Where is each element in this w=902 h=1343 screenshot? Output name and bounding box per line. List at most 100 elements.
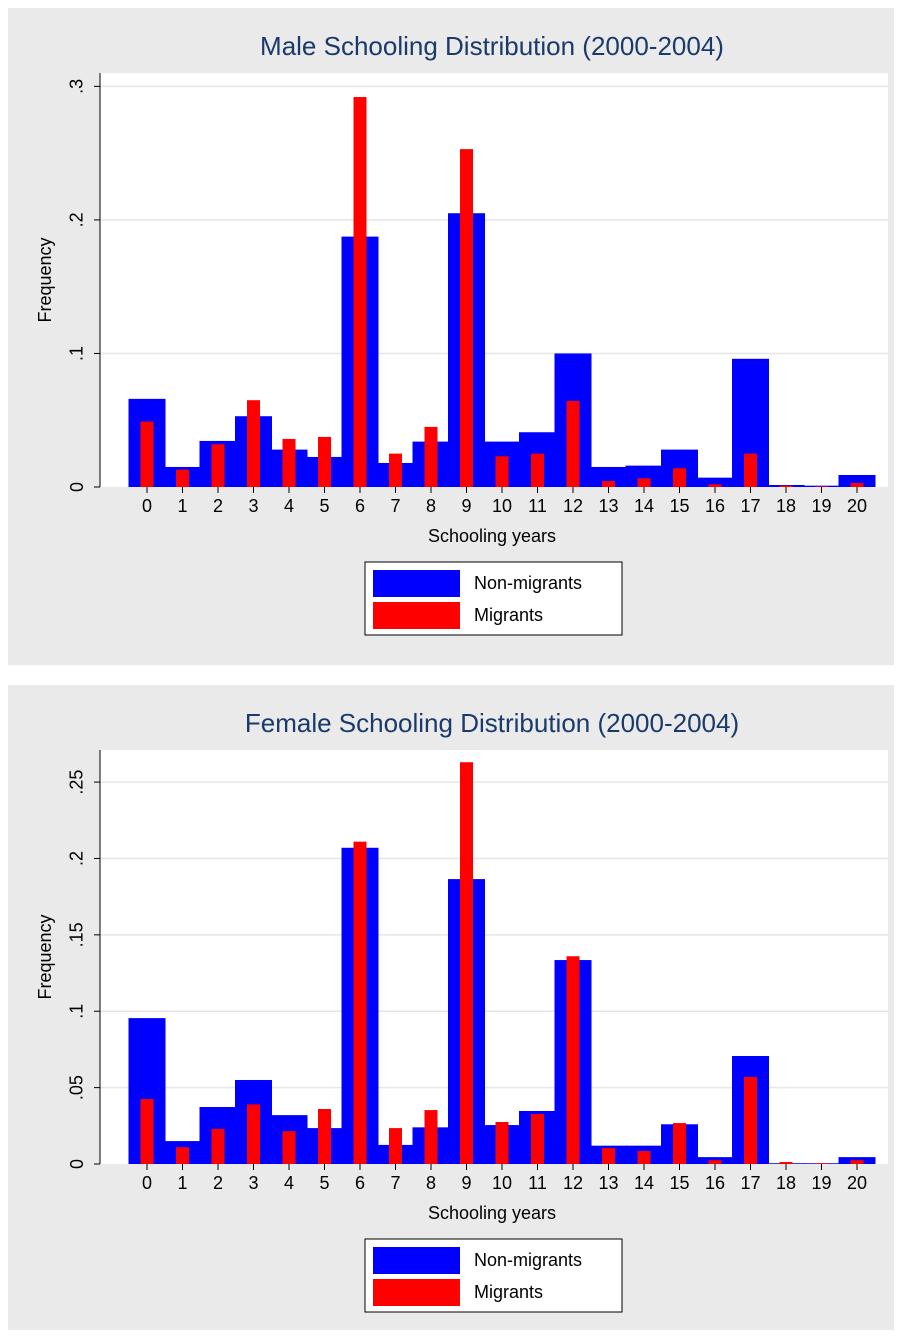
- x-tick-label: 8: [426, 496, 436, 516]
- x-tick-label: 17: [740, 1173, 760, 1193]
- legend-label: Non-migrants: [474, 1250, 582, 1270]
- chart-title: Female Schooling Distribution (2000-2004…: [245, 708, 739, 738]
- bar: [211, 1128, 225, 1164]
- x-tick-label: 0: [142, 496, 152, 516]
- bar: [815, 486, 828, 487]
- bar: [318, 436, 331, 487]
- bar: [708, 1160, 722, 1164]
- bar: [673, 468, 686, 487]
- y-tick-label: .1: [67, 1004, 87, 1019]
- x-tick-label: 11: [528, 496, 547, 516]
- bar: [424, 426, 438, 487]
- bar: [211, 444, 225, 487]
- y-axis-title: Frequency: [35, 237, 55, 322]
- x-tick-label: 18: [776, 496, 796, 516]
- bar: [353, 97, 367, 488]
- plot-area: [100, 750, 888, 1164]
- x-tick-label: 17: [740, 496, 760, 516]
- bar: [389, 1128, 402, 1164]
- x-tick-label: 9: [461, 1173, 471, 1193]
- bar: [176, 469, 189, 487]
- x-tick-label: 15: [669, 496, 689, 516]
- x-axis-title: Schooling years: [428, 526, 556, 546]
- bar: [389, 453, 402, 487]
- bar: [637, 478, 651, 487]
- bar: [850, 1160, 864, 1164]
- x-tick-label: 14: [634, 1173, 654, 1193]
- bar: [708, 484, 722, 487]
- legend-swatch: [373, 1247, 460, 1274]
- x-tick-label: 19: [811, 1173, 831, 1193]
- x-tick-label: 19: [811, 496, 831, 516]
- y-tick-label: .15: [67, 922, 87, 947]
- x-tick-label: 0: [142, 1173, 152, 1193]
- bar: [779, 485, 793, 487]
- x-tick-label: 1: [177, 496, 187, 516]
- bar: [460, 149, 473, 488]
- x-tick-label: 12: [563, 496, 583, 516]
- bar: [602, 480, 615, 487]
- bar: [637, 1151, 651, 1164]
- bar: [779, 1162, 793, 1164]
- y-tick-label: 0: [67, 482, 87, 492]
- y-tick-label: .25: [67, 770, 87, 795]
- plot-area: [100, 73, 888, 487]
- y-tick-label: .1: [67, 346, 87, 361]
- x-tick-label: 6: [355, 1173, 365, 1193]
- bar: [495, 456, 509, 487]
- x-tick-label: 13: [598, 496, 618, 516]
- y-axis-title: Frequency: [35, 914, 55, 999]
- bar: [566, 956, 580, 1164]
- x-tick-label: 8: [426, 1173, 436, 1193]
- x-tick-label: 12: [563, 1173, 583, 1193]
- bar: [566, 400, 580, 487]
- bar: [495, 1121, 509, 1164]
- x-tick-label: 20: [847, 496, 867, 516]
- y-tick-label: .2: [67, 212, 87, 227]
- x-tick-label: 2: [213, 496, 223, 516]
- bar: [625, 465, 663, 487]
- bar: [282, 438, 296, 487]
- bar: [744, 453, 757, 487]
- x-tick-label: 20: [847, 1173, 867, 1193]
- bar: [140, 1099, 154, 1164]
- bar: [673, 1123, 686, 1164]
- bar: [815, 1163, 828, 1164]
- x-tick-label: 5: [319, 496, 329, 516]
- x-tick-label: 5: [319, 1173, 329, 1193]
- chart-title: Male Schooling Distribution (2000-2004): [260, 31, 724, 61]
- bar: [424, 1110, 438, 1164]
- y-tick-label: .2: [67, 851, 87, 866]
- legend-label: Non-migrants: [474, 573, 582, 593]
- bar: [744, 1076, 757, 1164]
- x-tick-label: 4: [284, 496, 294, 516]
- y-tick-label: .3: [67, 79, 87, 94]
- bar: [353, 841, 367, 1164]
- x-axis-title: Schooling years: [428, 1203, 556, 1223]
- legend-swatch: [373, 602, 460, 629]
- legend-swatch: [373, 570, 460, 597]
- x-tick-label: 16: [705, 496, 725, 516]
- bar: [282, 1131, 296, 1164]
- x-tick-label: 2: [213, 1173, 223, 1193]
- bar: [247, 1104, 260, 1164]
- x-tick-label: 15: [669, 1173, 689, 1193]
- bar: [590, 466, 627, 487]
- x-tick-label: 6: [355, 496, 365, 516]
- x-tick-label: 1: [177, 1173, 187, 1193]
- bar: [696, 477, 734, 487]
- bar: [602, 1147, 615, 1164]
- legend-swatch: [373, 1279, 460, 1306]
- bar: [247, 400, 260, 487]
- x-tick-label: 10: [492, 496, 512, 516]
- x-tick-label: 9: [461, 496, 471, 516]
- bar: [318, 1109, 331, 1164]
- x-tick-label: 14: [634, 496, 654, 516]
- x-tick-label: 3: [248, 1173, 258, 1193]
- bar: [140, 421, 154, 487]
- x-tick-label: 7: [390, 496, 400, 516]
- x-tick-label: 16: [705, 1173, 725, 1193]
- bar: [531, 453, 544, 487]
- bar: [850, 482, 864, 487]
- y-tick-label: 0: [67, 1159, 87, 1169]
